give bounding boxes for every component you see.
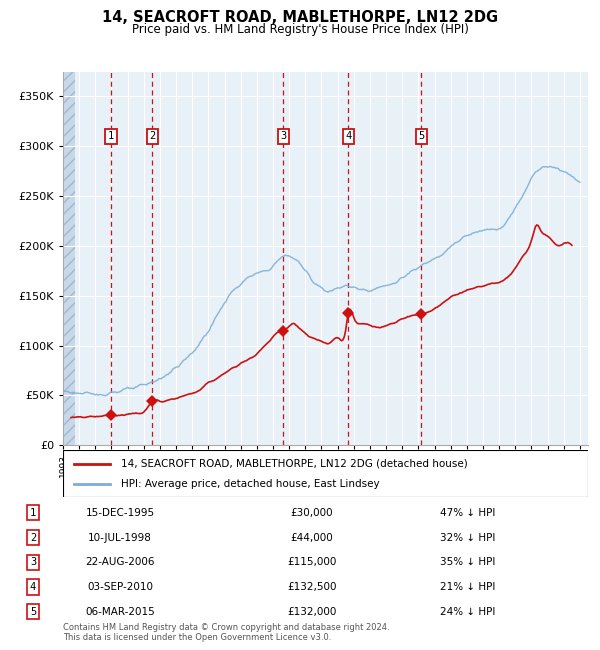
Text: 2: 2 [30,532,36,543]
Text: 14, SEACROFT ROAD, MABLETHORPE, LN12 2DG (detached house): 14, SEACROFT ROAD, MABLETHORPE, LN12 2DG… [121,458,467,469]
Text: 21% ↓ HPI: 21% ↓ HPI [440,582,496,592]
Text: £115,000: £115,000 [287,557,337,567]
Text: £30,000: £30,000 [290,508,334,518]
Text: 22-AUG-2006: 22-AUG-2006 [85,557,155,567]
Text: 35% ↓ HPI: 35% ↓ HPI [440,557,496,567]
Text: 5: 5 [30,606,36,617]
Text: 15-DEC-1995: 15-DEC-1995 [85,508,155,518]
Text: 14, SEACROFT ROAD, MABLETHORPE, LN12 2DG: 14, SEACROFT ROAD, MABLETHORPE, LN12 2DG [102,10,498,25]
Bar [63,72,75,445]
Text: 10-JUL-1998: 10-JUL-1998 [88,532,152,543]
Text: 32% ↓ HPI: 32% ↓ HPI [440,532,496,543]
Text: 4: 4 [346,131,352,141]
Text: HPI: Average price, detached house, East Lindsey: HPI: Average price, detached house, East… [121,479,379,489]
Text: Price paid vs. HM Land Registry's House Price Index (HPI): Price paid vs. HM Land Registry's House … [131,23,469,36]
Text: 24% ↓ HPI: 24% ↓ HPI [440,606,496,617]
Text: 1: 1 [107,131,114,141]
Text: 5: 5 [418,131,424,141]
Text: 4: 4 [30,582,36,592]
Text: 3: 3 [30,557,36,567]
Text: 2: 2 [149,131,155,141]
Text: Contains HM Land Registry data © Crown copyright and database right 2024.
This d: Contains HM Land Registry data © Crown c… [63,623,389,642]
Text: 06-MAR-2015: 06-MAR-2015 [85,606,155,617]
Text: £44,000: £44,000 [290,532,334,543]
Text: 3: 3 [280,131,286,141]
Text: 1: 1 [30,508,36,518]
Text: 47% ↓ HPI: 47% ↓ HPI [440,508,496,518]
Text: £132,000: £132,000 [287,606,337,617]
Text: £132,500: £132,500 [287,582,337,592]
Text: 03-SEP-2010: 03-SEP-2010 [87,582,153,592]
